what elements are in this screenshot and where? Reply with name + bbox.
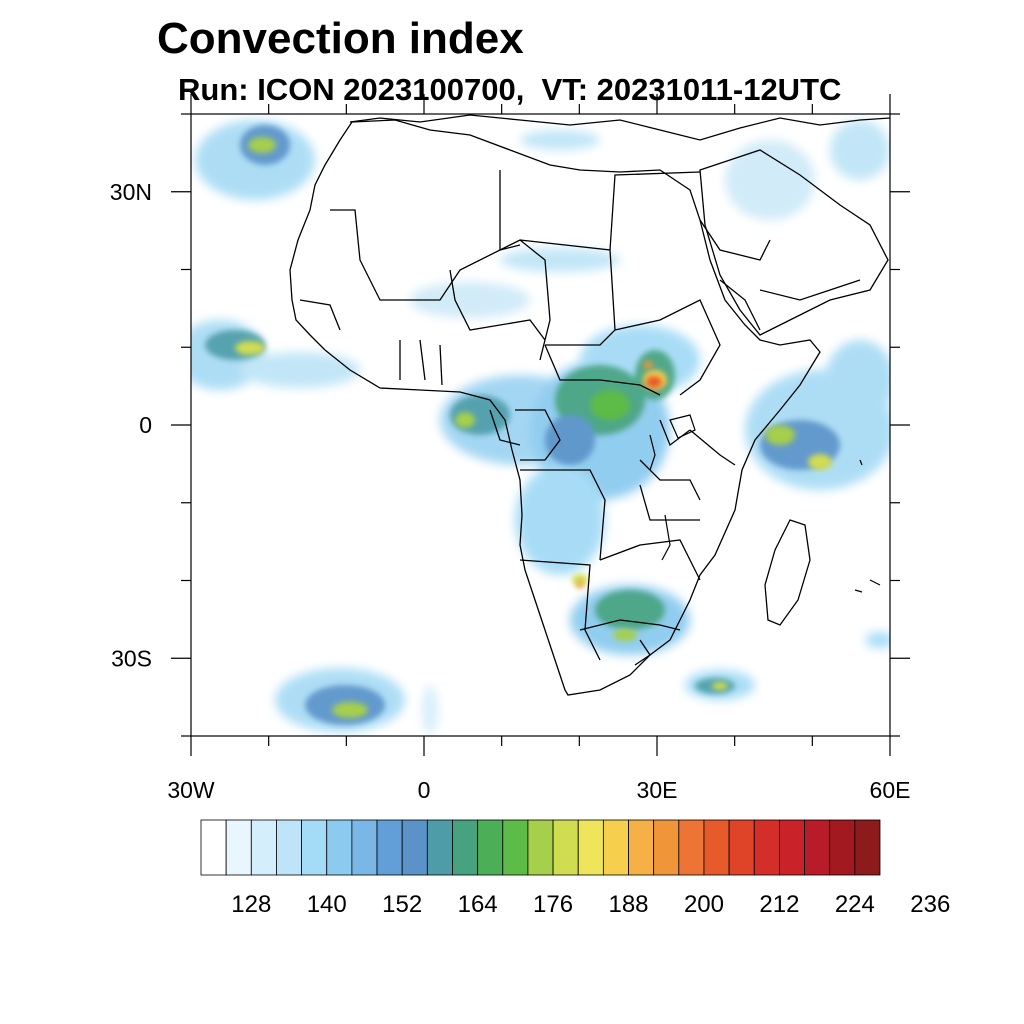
lon-tick-label: 0 (418, 777, 431, 803)
colorbar-box (628, 819, 655, 876)
colorbar-box (527, 819, 554, 876)
lon-tick-label: 30E (637, 777, 678, 803)
colorbar-box (426, 819, 453, 876)
colorbar-box (854, 819, 881, 876)
colorbar-box (678, 819, 705, 876)
lat-tick-label: 30N (110, 179, 152, 205)
colorbar-box (653, 819, 680, 876)
colorbar-box (376, 819, 403, 876)
colorbar-box (779, 819, 805, 876)
colorbar-box (477, 819, 504, 876)
colorbar-label: 236 (910, 891, 950, 918)
colorbar-box (753, 819, 780, 876)
chart-subtitle: Run: ICON 2023100700, VT: 20231011-12UTC (178, 72, 842, 107)
chart-title: Convection index (157, 14, 524, 63)
coastline-borders (289, 114, 890, 696)
colorbar-label: 152 (382, 891, 422, 918)
colorbar-box (452, 819, 479, 876)
convection-field (191, 114, 890, 735)
colorbar-label: 224 (835, 891, 875, 918)
colorbar-label: 176 (533, 891, 573, 918)
lon-tick-label: 30W (167, 777, 215, 803)
field-high-values (235, 137, 832, 718)
lat-tick-label: 0 (139, 412, 152, 438)
colorbar-box (804, 819, 831, 876)
colorbar-box (552, 819, 579, 876)
colorbar: 128 140 152 164 176 188 200 212 224 236 (200, 819, 950, 918)
colorbar-label: 212 (759, 891, 799, 918)
colorbar-label: 140 (307, 891, 347, 918)
colorbar-box (301, 819, 328, 876)
field-peak-values (576, 361, 662, 588)
colorbar-box (829, 819, 856, 876)
colorbar-label: 200 (684, 891, 724, 918)
colorbar-label: 164 (458, 891, 498, 918)
colorbar-box (401, 819, 428, 876)
colorbar-box (250, 819, 277, 876)
colorbar-box (276, 819, 302, 876)
colorbar-box (351, 819, 378, 876)
colorbar-box (200, 819, 227, 876)
colorbar-box (326, 819, 353, 876)
colorbar-box (577, 819, 604, 876)
lat-tick-label: 30S (111, 645, 152, 671)
colorbar-box (703, 819, 730, 876)
lon-tick-label: 60E (870, 777, 911, 803)
colorbar-box (225, 819, 252, 876)
colorbar-label: 188 (608, 891, 648, 918)
colorbar-box (502, 819, 529, 876)
colorbar-box (728, 819, 755, 876)
colorbar-box (602, 819, 629, 876)
colorbar-label: 128 (231, 891, 271, 918)
axis-ticks: 30W 0 30E 60E 30N 0 30S (110, 94, 911, 803)
lakes-islands (649, 414, 881, 593)
